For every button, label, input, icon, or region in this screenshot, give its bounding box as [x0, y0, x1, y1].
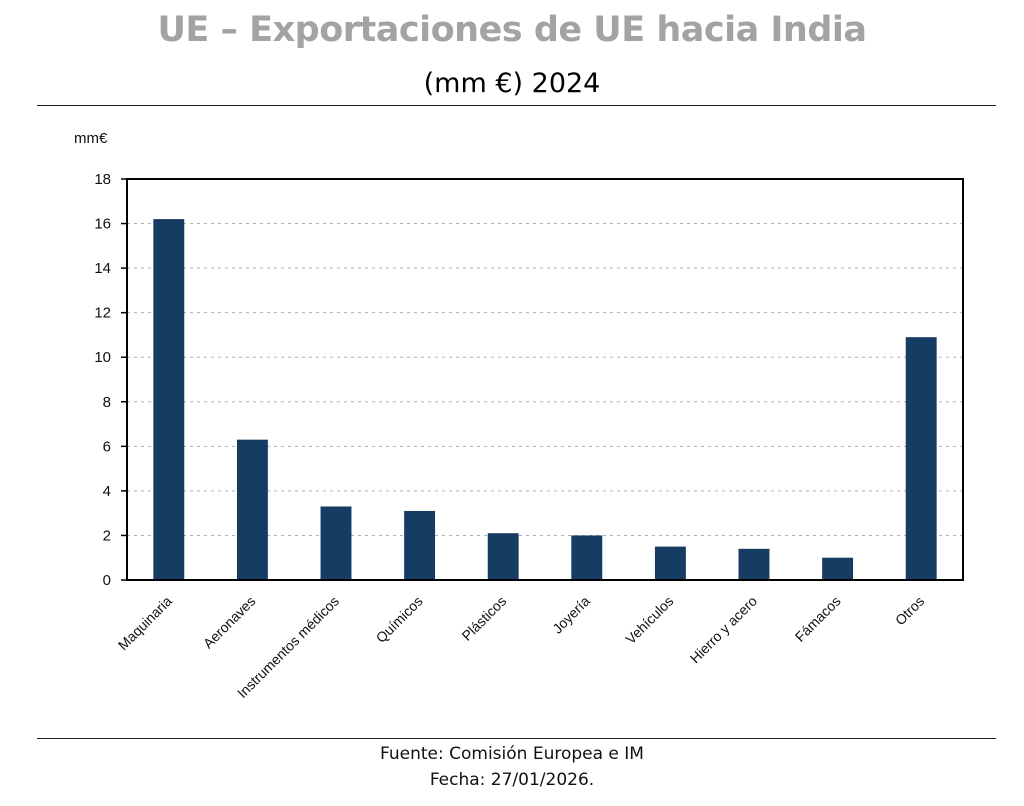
y-tick-label: 8	[103, 394, 111, 411]
bar-hierro-y-acero	[738, 548, 770, 580]
date-note: Fecha: 27/01/2026.	[429, 770, 595, 790]
bar-vehiculos	[654, 546, 686, 580]
chart-title: UE – Exportaciones de UE hacia India	[157, 10, 867, 50]
chart-subtitle: (mm €) 2024	[423, 68, 601, 99]
y-tick-label: 14	[94, 260, 111, 277]
bottom-divider	[37, 738, 996, 739]
x-tick-label: Hierro y acero	[687, 593, 761, 667]
x-tick-label: Vehículos	[622, 593, 676, 647]
x-tick-label: Joyería	[549, 593, 593, 637]
x-tick-label: Otros	[892, 593, 928, 629]
source-note: Fuente: Comisión Europea e IM	[380, 744, 644, 764]
y-tick-label: 2	[103, 527, 111, 544]
bar-instrumentos-medicos	[320, 506, 352, 580]
y-tick-label: 16	[94, 216, 111, 233]
y-tick-label: 10	[94, 349, 111, 366]
bar-maquinaria	[153, 219, 185, 580]
y-tick-label: 12	[94, 305, 111, 322]
top-divider	[37, 105, 996, 106]
x-tick-label: Aeronaves	[200, 593, 259, 652]
bar-famacos	[822, 557, 854, 580]
bar-otros	[905, 337, 937, 580]
y-axis-unit-label: mm€	[74, 130, 108, 147]
bars	[153, 219, 937, 580]
y-tick-label: 18	[94, 171, 111, 188]
plot-frame	[126, 178, 964, 581]
y-tick-label: 6	[103, 438, 111, 455]
bar-aeronaves	[236, 439, 268, 580]
y-tick-label: 4	[103, 483, 111, 500]
x-tick-label: Maquinaria	[115, 593, 175, 653]
x-tick-label: Fámacos	[792, 593, 844, 645]
y-tick-label: 0	[103, 572, 111, 589]
y-axis-ticks: 0 2 4 6 8 10 12 14 16 18	[94, 171, 127, 589]
bar-plasticos	[487, 533, 519, 580]
bar-joyeria	[571, 535, 603, 580]
bar-quimicos	[404, 510, 436, 580]
x-tick-label: Químicos	[373, 593, 426, 646]
x-tick-label: Plásticos	[458, 593, 509, 644]
